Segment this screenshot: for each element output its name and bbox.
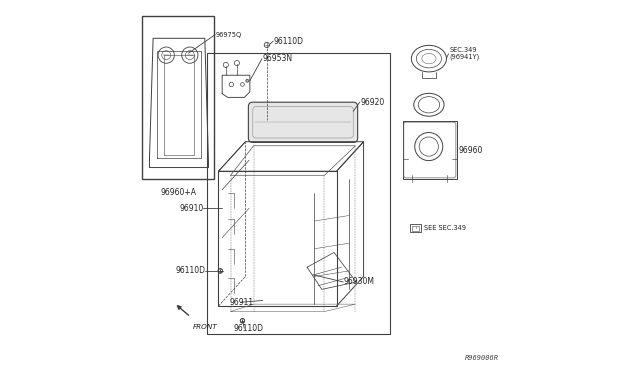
Text: 96910: 96910 bbox=[179, 203, 204, 213]
Text: R969006R: R969006R bbox=[465, 355, 499, 361]
Text: (96941Y): (96941Y) bbox=[449, 54, 479, 60]
Bar bbox=[403, 121, 456, 179]
Text: 96975Q: 96975Q bbox=[216, 32, 242, 38]
FancyBboxPatch shape bbox=[248, 102, 358, 142]
Text: FRONT: FRONT bbox=[193, 324, 218, 330]
Text: 96110D: 96110D bbox=[175, 266, 205, 275]
Text: 96960: 96960 bbox=[459, 145, 483, 154]
Text: 96930M: 96930M bbox=[344, 278, 375, 286]
Bar bbox=[410, 224, 420, 232]
Bar bbox=[142, 16, 214, 179]
Text: SEE SEC.349: SEE SEC.349 bbox=[424, 225, 467, 231]
Text: 96110D: 96110D bbox=[274, 37, 304, 46]
Text: 96960+A: 96960+A bbox=[160, 188, 196, 197]
Text: 96110D: 96110D bbox=[233, 324, 263, 333]
Text: 96911: 96911 bbox=[230, 298, 253, 307]
Text: SEC.349: SEC.349 bbox=[449, 48, 477, 54]
Text: 96953N: 96953N bbox=[263, 54, 293, 63]
Bar bbox=[207, 53, 390, 334]
Text: 96920: 96920 bbox=[360, 97, 385, 106]
Bar bbox=[412, 225, 419, 231]
